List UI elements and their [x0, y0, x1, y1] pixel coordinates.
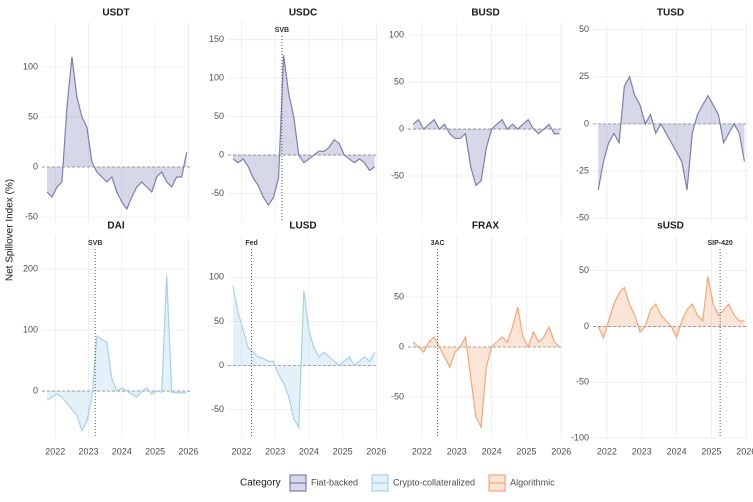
y-tick-label: 50	[214, 316, 224, 326]
x-tick-label: 2024	[112, 446, 132, 456]
area	[46, 57, 187, 209]
y-tick-label: 0	[399, 341, 404, 351]
area	[598, 76, 745, 190]
y-tick-label: 50	[579, 24, 589, 34]
x-tick-label: 2023	[447, 446, 467, 456]
y-tick-label: 200	[23, 264, 38, 274]
y-tick-label: -50	[576, 213, 589, 223]
event-label: SIP-420	[707, 240, 732, 247]
x-tick-label: 2023	[79, 446, 99, 456]
area	[46, 275, 187, 431]
y-tick-label: 50	[579, 265, 589, 275]
y-tick-label: -50	[211, 404, 224, 414]
y-tick-label: 0	[219, 360, 224, 370]
panel-title: sUSD	[657, 221, 684, 232]
line	[597, 75, 746, 191]
y-tick-label: 25	[579, 71, 589, 81]
x-tick-label: 2025	[516, 446, 536, 456]
y-tick-label: 150	[209, 34, 224, 44]
legend-title: Category	[240, 478, 281, 489]
x-tick-label: 2024	[299, 446, 319, 456]
line	[232, 54, 375, 207]
x-tick-label: 2026	[178, 446, 198, 456]
legend-label: Fiat-backed	[311, 477, 358, 487]
event-label: SVB	[275, 27, 289, 34]
area	[413, 119, 560, 186]
y-tick-label: -50	[576, 377, 589, 387]
x-tick-label: 2023	[632, 446, 652, 456]
y-tick-label: 0	[584, 321, 589, 331]
y-tick-label: 50	[28, 111, 38, 121]
y-tick-label: -100	[571, 432, 589, 442]
event-label: Fed	[245, 240, 257, 247]
y-axis-label: Net Spillover Index (%)	[5, 179, 16, 281]
y-tick-label: -50	[391, 391, 404, 401]
line	[232, 286, 376, 430]
x-tick-label: 2025	[701, 446, 721, 456]
panel-title: TUSD	[657, 8, 684, 19]
line	[412, 306, 560, 430]
y-tick-label: 100	[23, 324, 38, 334]
y-tick-label: 100	[389, 30, 404, 40]
area	[233, 286, 375, 428]
x-tick-label: 2022	[597, 446, 617, 456]
x-tick-label: 2025	[145, 446, 165, 456]
x-tick-label: 2022	[45, 446, 65, 456]
line	[412, 118, 560, 187]
x-tick-label: 2024	[482, 446, 502, 456]
x-tick-label: 2023	[265, 446, 285, 456]
y-tick-label: -50	[25, 211, 38, 221]
y-tick-label: 100	[209, 73, 224, 83]
event-label: SVB	[88, 240, 102, 247]
y-tick-label: -25	[576, 165, 589, 175]
x-tick-label: 2026	[366, 446, 386, 456]
y-tick-label: 50	[214, 111, 224, 121]
area	[233, 55, 375, 206]
y-tick-label: -50	[391, 170, 404, 180]
y-tick-label: 50	[394, 291, 404, 301]
event-label: 3AC	[431, 240, 445, 247]
y-tick-label: 100	[209, 272, 224, 282]
y-tick-label: -50	[211, 188, 224, 198]
x-tick-label: 2022	[412, 446, 432, 456]
y-tick-label: 50	[394, 76, 404, 86]
line	[46, 56, 188, 211]
panel-title: DAI	[107, 221, 124, 232]
panel-title: USDC	[289, 8, 317, 19]
legend-label: Crypto-collateralized	[393, 477, 475, 487]
area	[598, 276, 745, 338]
x-tick-label: 2026	[736, 446, 753, 456]
x-tick-label: 2026	[551, 446, 571, 456]
x-tick-label: 2024	[667, 446, 687, 456]
y-tick-label: 100	[23, 61, 38, 71]
x-tick-label: 2025	[333, 446, 353, 456]
legend-label: Algorithmic	[510, 477, 555, 487]
y-tick-label: 0	[399, 123, 404, 133]
panel-title: LUSD	[289, 221, 316, 232]
panel-title: USDT	[102, 8, 129, 19]
y-tick-label: 0	[33, 161, 38, 171]
x-tick-label: 2022	[231, 446, 251, 456]
line	[597, 276, 745, 340]
panel-title: BUSD	[471, 8, 499, 19]
y-tick-label: 0	[219, 149, 224, 159]
line	[46, 275, 187, 433]
y-tick-label: 0	[584, 118, 589, 128]
y-tick-label: 0	[33, 385, 38, 395]
panel-title: FRAX	[472, 221, 500, 232]
